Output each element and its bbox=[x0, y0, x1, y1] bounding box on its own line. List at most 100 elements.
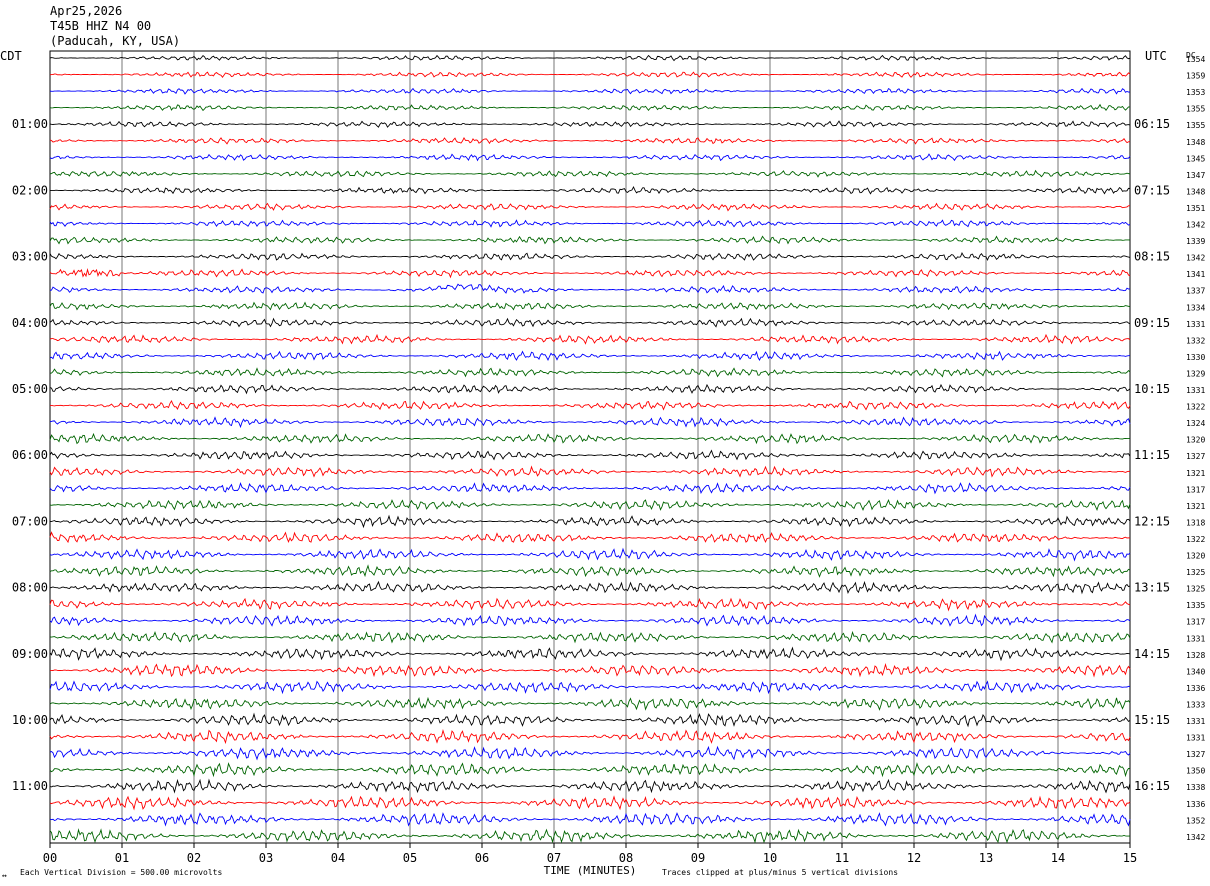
seismic-trace bbox=[49, 153, 1131, 162]
header-date: Apr25,2026 bbox=[50, 4, 123, 18]
seismic-trace bbox=[49, 202, 1131, 212]
seismic-trace bbox=[49, 597, 1131, 612]
seismic-trace bbox=[49, 728, 1131, 745]
seismic-trace bbox=[49, 120, 1131, 128]
x-tick-label: 12 bbox=[907, 851, 921, 865]
x-tick-label: 11 bbox=[835, 851, 849, 865]
dc-value-label: 1325 bbox=[1186, 585, 1205, 594]
dc-value-label: 1342 bbox=[1186, 221, 1205, 230]
dc-value-label: 1342 bbox=[1186, 254, 1205, 263]
seismic-trace bbox=[49, 350, 1131, 361]
dc-value-label: 1332 bbox=[1186, 336, 1205, 345]
right-hour-label: 14:15 bbox=[1134, 647, 1170, 661]
seismic-trace bbox=[49, 812, 1131, 827]
scale-note: Each Vertical Division = 500.00 microvol… bbox=[20, 868, 222, 877]
seismic-trace bbox=[49, 87, 1131, 95]
dc-value-label: 1320 bbox=[1186, 552, 1205, 561]
dc-value-label: 1353 bbox=[1186, 88, 1205, 97]
seismic-trace bbox=[49, 646, 1131, 662]
dc-value-label: 1345 bbox=[1186, 154, 1205, 163]
seismic-trace bbox=[49, 416, 1131, 429]
plot-frame bbox=[49, 50, 1131, 844]
x-tick-label: 07 bbox=[547, 851, 561, 865]
seismic-trace bbox=[49, 514, 1131, 529]
seismic-trace bbox=[49, 696, 1131, 711]
dc-value-label: 1348 bbox=[1186, 138, 1205, 147]
seismic-trace bbox=[49, 745, 1131, 761]
seismic-trace bbox=[49, 54, 1131, 62]
left-hour-label: 02:00 bbox=[12, 183, 48, 197]
seismic-trace bbox=[49, 251, 1131, 261]
left-hour-label: 03:00 bbox=[12, 250, 48, 264]
dc-value-label: 1327 bbox=[1186, 452, 1205, 461]
seismic-trace bbox=[49, 333, 1131, 345]
right-hour-label: 10:15 bbox=[1134, 382, 1170, 396]
seismic-trace bbox=[49, 630, 1131, 644]
seismic-trace bbox=[49, 613, 1131, 627]
dc-value-label: 1331 bbox=[1186, 717, 1205, 726]
left-hour-label: 05:00 bbox=[12, 382, 48, 396]
right-hour-label: 15:15 bbox=[1134, 713, 1170, 727]
dc-value-label: 1347 bbox=[1186, 171, 1205, 180]
left-hour-label: 07:00 bbox=[12, 514, 48, 528]
left-hour-label: 09:00 bbox=[12, 647, 48, 661]
seismic-trace bbox=[49, 762, 1130, 778]
dc-value-label: 1338 bbox=[1186, 783, 1205, 792]
dc-value-label: 1330 bbox=[1186, 353, 1205, 362]
left-hour-label: 10:00 bbox=[12, 713, 48, 727]
seismic-trace bbox=[49, 169, 1131, 178]
traces-group bbox=[49, 54, 1131, 844]
seismic-trace bbox=[49, 432, 1130, 445]
right-hour-label: 09:15 bbox=[1134, 316, 1170, 330]
seismic-trace bbox=[49, 482, 1131, 495]
seismic-trace bbox=[49, 383, 1131, 395]
x-tick-label: 13 bbox=[979, 851, 993, 865]
dc-value-label: 1331 bbox=[1186, 734, 1205, 743]
dc-value-label: 1352 bbox=[1186, 816, 1205, 825]
dc-value-label: 1336 bbox=[1186, 684, 1205, 693]
dc-label: DC bbox=[1186, 51, 1196, 60]
x-axis-label: TIME (MINUTES) bbox=[544, 864, 637, 877]
seismic-trace bbox=[49, 778, 1131, 794]
seismic-trace bbox=[49, 283, 1131, 294]
x-tick-label: 05 bbox=[403, 851, 417, 865]
x-tick-label: 01 bbox=[115, 851, 129, 865]
dc-value-label: 1317 bbox=[1186, 485, 1205, 494]
seismic-trace bbox=[49, 531, 1131, 544]
dc-value-label: 1339 bbox=[1186, 237, 1205, 246]
dc-value-label: 1331 bbox=[1186, 386, 1205, 395]
dc-value-label: 1348 bbox=[1186, 187, 1205, 196]
seismic-trace bbox=[49, 564, 1131, 578]
x-tick-label: 14 bbox=[1051, 851, 1065, 865]
left-hour-label: 06:00 bbox=[12, 448, 48, 462]
dc-value-label: 1341 bbox=[1186, 270, 1205, 279]
seismic-trace bbox=[49, 795, 1131, 811]
dc-value-label: 1331 bbox=[1186, 634, 1205, 643]
left-hour-label: 04:00 bbox=[12, 316, 48, 330]
right-hour-label: 08:15 bbox=[1134, 250, 1170, 264]
dc-value-label: 1320 bbox=[1186, 436, 1205, 445]
right-hour-label: 12:15 bbox=[1134, 514, 1170, 528]
seismic-trace bbox=[49, 235, 1131, 245]
seismic-trace bbox=[50, 662, 1131, 678]
seismic-trace bbox=[49, 465, 1131, 478]
seismic-trace bbox=[49, 71, 1131, 78]
seismic-trace bbox=[49, 317, 1131, 328]
x-tick-label: 04 bbox=[331, 851, 345, 865]
dc-value-label: 1340 bbox=[1186, 667, 1205, 676]
dc-value-label: 1350 bbox=[1186, 767, 1205, 776]
x-tick-label: 02 bbox=[187, 851, 201, 865]
right-hour-label: 16:15 bbox=[1134, 779, 1170, 793]
right-hour-label: 06:15 bbox=[1134, 117, 1170, 131]
left-timezone-label: CDT bbox=[0, 49, 22, 63]
dc-value-label: 1359 bbox=[1186, 72, 1205, 81]
seismic-trace bbox=[49, 103, 1130, 112]
corner-mark: ↔ bbox=[2, 871, 7, 880]
dc-value-label: 1321 bbox=[1186, 502, 1205, 511]
dc-value-label: 1333 bbox=[1186, 700, 1205, 709]
dc-value-label: 1355 bbox=[1186, 121, 1205, 130]
dc-value-label: 1328 bbox=[1186, 651, 1205, 660]
header-location: (Paducah, KY, USA) bbox=[50, 34, 181, 48]
dc-value-label: 1325 bbox=[1186, 568, 1205, 577]
